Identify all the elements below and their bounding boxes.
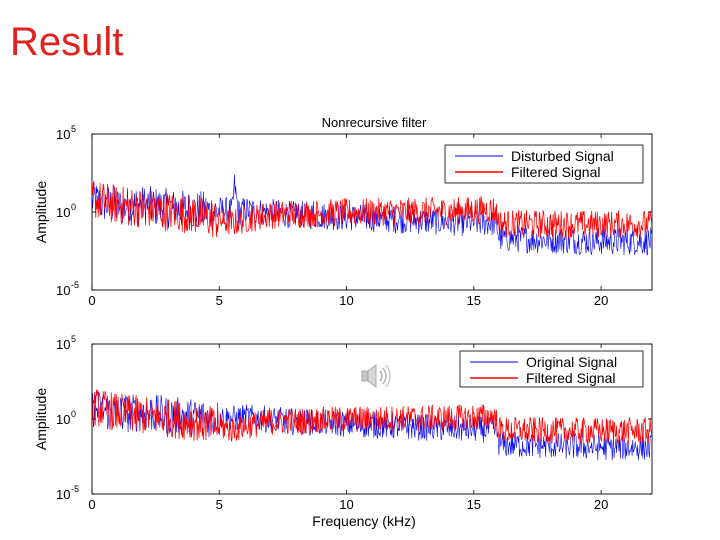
legend-box [459,350,644,388]
y-tick-exponent: 5 [71,334,76,344]
y-tick-label: 10 [56,205,70,220]
y-tick-exponent: 0 [71,409,76,419]
x-tick-label: 0 [88,293,95,308]
y-tick-exponent: -5 [71,280,79,290]
x-tick-label: 5 [216,497,223,512]
x-tick-label: 5 [216,293,223,308]
legend-label-2: Filtered Signal [511,164,601,180]
y-axis-label: Amplitude [33,181,49,243]
speaker-body [361,370,369,382]
y-tick-label: 10 [56,487,70,502]
x-tick-label: 0 [88,497,95,512]
chart-title: Nonrecursive filter [322,115,427,130]
y-tick-label: 10 [56,337,70,352]
speaker-wave-2 [382,367,387,385]
x-tick-label: 20 [594,293,608,308]
legend-label-2: Filtered Signal [526,370,616,386]
y-tick-exponent: 0 [71,202,76,212]
y-tick-label: 10 [56,127,70,142]
y-tick-label: 10 [56,283,70,298]
y-tick-exponent: 5 [71,124,76,134]
speaker-cone [367,364,377,388]
y-axis-label: Amplitude [33,388,49,450]
x-tick-label: 15 [467,293,481,308]
x-tick-label: 10 [339,293,353,308]
series-trace-1 [92,174,652,256]
series-trace-2 [92,180,652,239]
series-trace-2 [92,389,652,445]
y-tick-exponent: -5 [71,484,79,494]
y-tick-label: 10 [56,412,70,427]
slide-title: Result [10,20,124,64]
legend-label-1: Disturbed Signal [511,148,614,164]
legend-label-1: Original Signal [526,354,617,370]
x-axis-label: Frequency (kHz) [312,513,415,529]
x-tick-label: 15 [467,497,481,512]
speaker-wave-1 [379,370,383,382]
speaker-wave-3 [385,364,391,388]
x-tick-label: 20 [594,497,608,512]
speaker-icon[interactable] [361,364,391,388]
legend-box [444,144,644,184]
x-tick-label: 10 [339,497,353,512]
